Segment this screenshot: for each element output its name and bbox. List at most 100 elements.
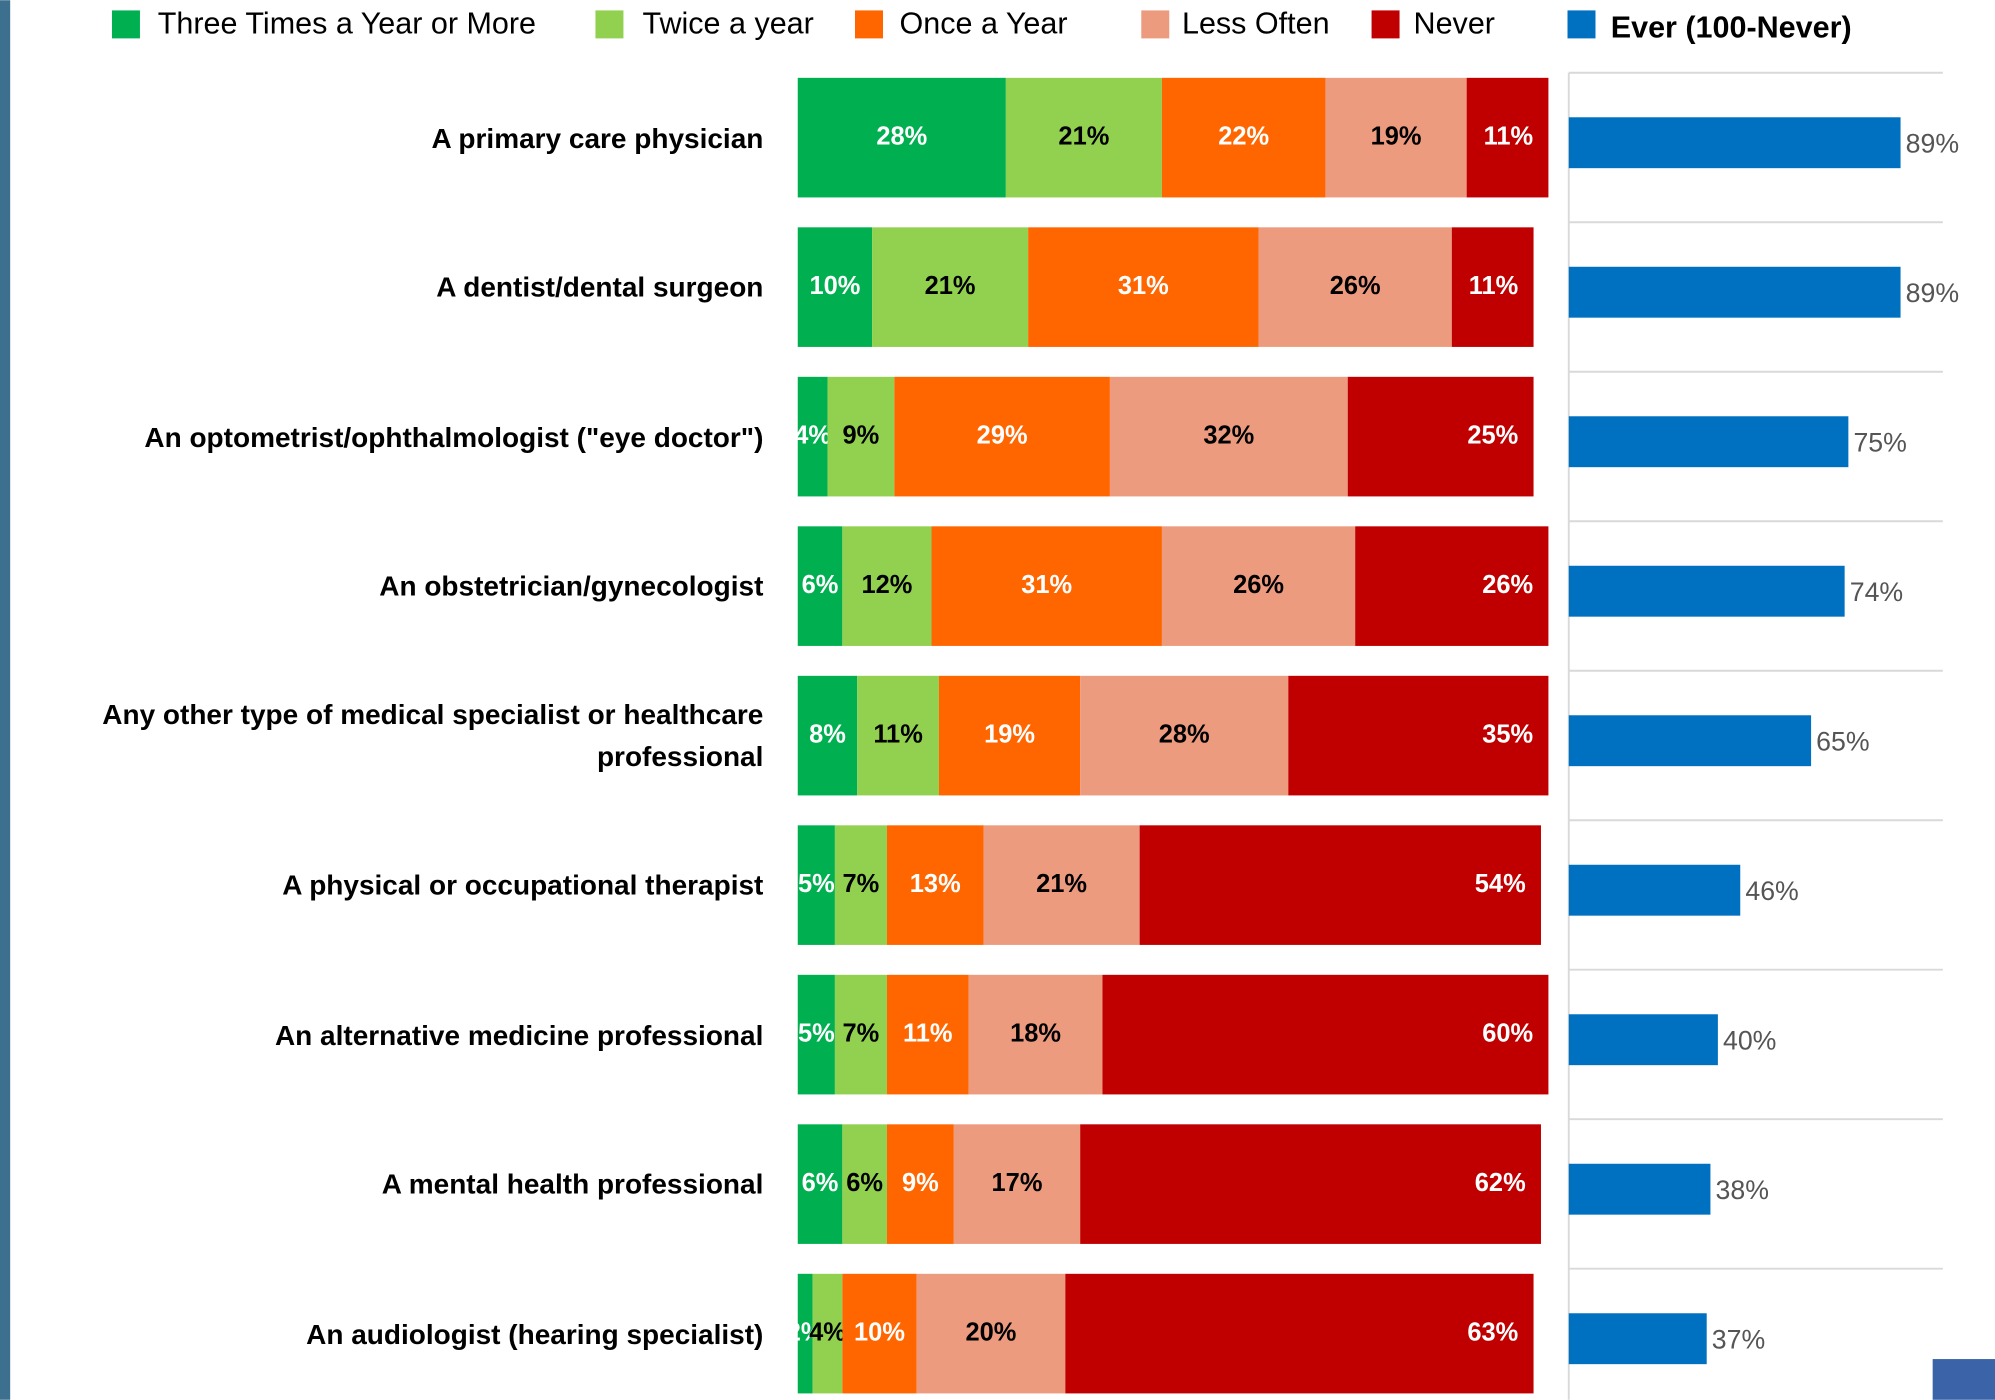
value-label: 4% xyxy=(809,1318,846,1346)
value-label: 18% xyxy=(1010,1019,1061,1047)
value-label: 28% xyxy=(1159,720,1210,748)
ever-bar xyxy=(1568,565,1845,617)
bar-segment xyxy=(916,1273,1066,1394)
value-label: 5% xyxy=(798,1019,835,1047)
value-label: 12% xyxy=(861,571,912,599)
category-label-box: A mental health professional xyxy=(382,1168,764,1200)
ever-value-label: 65% xyxy=(1816,726,1869,756)
value-label: 25% xyxy=(1467,421,1518,449)
bar-segment xyxy=(842,1273,917,1394)
category-label-box: A primary care physician xyxy=(431,121,764,154)
legend-swatch xyxy=(1371,10,1400,39)
value-label: 4% xyxy=(794,421,831,449)
ever-value-label: 89% xyxy=(1906,278,1959,308)
category-label-box: An alternative medicine professional xyxy=(274,1018,764,1051)
category-label: Any other type of medical specialist or … xyxy=(102,698,764,773)
legend-label: Never xyxy=(1414,7,1495,41)
category-label-box: An optometrist/ophthalmologist ("eye doc… xyxy=(144,421,763,453)
bar-segment xyxy=(938,675,1081,796)
value-label: 54% xyxy=(1475,870,1526,898)
bar-segment xyxy=(1109,376,1348,497)
ever-bar xyxy=(1568,266,1901,318)
value-label: 31% xyxy=(1021,571,1072,599)
value-label: 29% xyxy=(977,421,1028,449)
value-label: 19% xyxy=(1371,122,1422,150)
category-label: An obstetrician/gynecologist xyxy=(379,570,764,603)
bar-segment xyxy=(797,1273,813,1394)
bar-segment xyxy=(1347,376,1534,497)
bar-segment xyxy=(842,526,932,646)
legend-swatch xyxy=(111,10,140,39)
value-label: 6% xyxy=(846,1169,883,1197)
value-label: 31% xyxy=(1118,272,1169,300)
bar-segment xyxy=(1161,526,1356,646)
legend-label: Three Times a Year or More xyxy=(158,7,536,41)
legend-label: Ever (100-Never) xyxy=(1611,11,1852,45)
bar-segment xyxy=(797,77,1006,198)
value-label: 21% xyxy=(925,272,976,300)
value-label: 10% xyxy=(854,1318,905,1346)
value-label: 9% xyxy=(843,421,880,449)
ever-bar xyxy=(1568,715,1812,767)
ever-bar xyxy=(1568,864,1741,916)
value-label: 11% xyxy=(1484,122,1534,150)
legend-label: Less Often xyxy=(1182,7,1330,41)
category-label: An alternative medicine professional xyxy=(274,1018,764,1051)
bar-segment xyxy=(1288,675,1549,796)
bar-segment xyxy=(1102,974,1549,1095)
category-label: A primary care physician xyxy=(431,121,764,154)
value-label: 9% xyxy=(902,1169,939,1197)
bar-segment xyxy=(1161,77,1326,198)
bar-segment xyxy=(1325,77,1467,198)
bar-segment xyxy=(983,825,1140,945)
bar-segment xyxy=(797,1124,843,1244)
category-label: An audiologist (hearing specialist) xyxy=(306,1317,764,1350)
legend-label: Twice a year xyxy=(643,7,814,41)
value-label: 8% xyxy=(809,720,846,748)
bar-segment xyxy=(827,376,895,497)
value-label: 7% xyxy=(843,1019,880,1047)
bar-segment xyxy=(797,974,835,1095)
bar-segment xyxy=(842,1124,887,1244)
category-label-box: An obstetrician/gynecologist xyxy=(379,570,764,603)
value-label: 22% xyxy=(1218,122,1269,150)
bar-segment xyxy=(1028,227,1259,347)
ever-value-label: 74% xyxy=(1850,577,1903,607)
value-label: 11% xyxy=(903,1019,953,1047)
category-label: A dentist/dental surgeon xyxy=(436,271,764,304)
category-label-box: Any other type of medical specialist or … xyxy=(102,698,764,773)
bar-segment xyxy=(968,974,1103,1095)
value-label: 60% xyxy=(1482,1019,1533,1047)
ever-value-label: 40% xyxy=(1723,1025,1776,1055)
value-label: 11% xyxy=(873,720,923,748)
value-label: 10% xyxy=(809,272,860,300)
ever-value-label: 46% xyxy=(1745,876,1798,906)
bar-segment xyxy=(1005,77,1162,198)
legend-swatch xyxy=(1567,10,1596,39)
ever-value-label: 37% xyxy=(1712,1324,1765,1354)
value-label: 21% xyxy=(1036,870,1087,898)
bar-segment xyxy=(1451,227,1534,347)
category-label-box: An audiologist (hearing specialist) xyxy=(306,1317,764,1350)
value-label: 7% xyxy=(843,870,880,898)
bar-segment xyxy=(1139,825,1541,945)
ever-bar xyxy=(1568,1014,1718,1066)
bar-segment xyxy=(953,1124,1081,1244)
bar-segment xyxy=(797,825,835,945)
value-label: 26% xyxy=(1482,571,1533,599)
ever-bar xyxy=(1568,117,1901,169)
category-label-box: A dentist/dental surgeon xyxy=(436,271,764,304)
bar-segment xyxy=(894,376,1110,497)
bar-segment xyxy=(797,227,873,347)
ever-value-label: 89% xyxy=(1906,128,1959,158)
value-label: 11% xyxy=(1469,272,1519,300)
bar-segment xyxy=(1065,1273,1534,1394)
value-label: 17% xyxy=(992,1169,1043,1197)
value-label: 20% xyxy=(966,1318,1017,1346)
legend-swatch xyxy=(1141,10,1170,39)
value-label: 6% xyxy=(802,1169,839,1197)
bar-segment xyxy=(834,825,887,945)
bar-segment xyxy=(1466,77,1549,198)
value-label: 26% xyxy=(1330,272,1381,300)
